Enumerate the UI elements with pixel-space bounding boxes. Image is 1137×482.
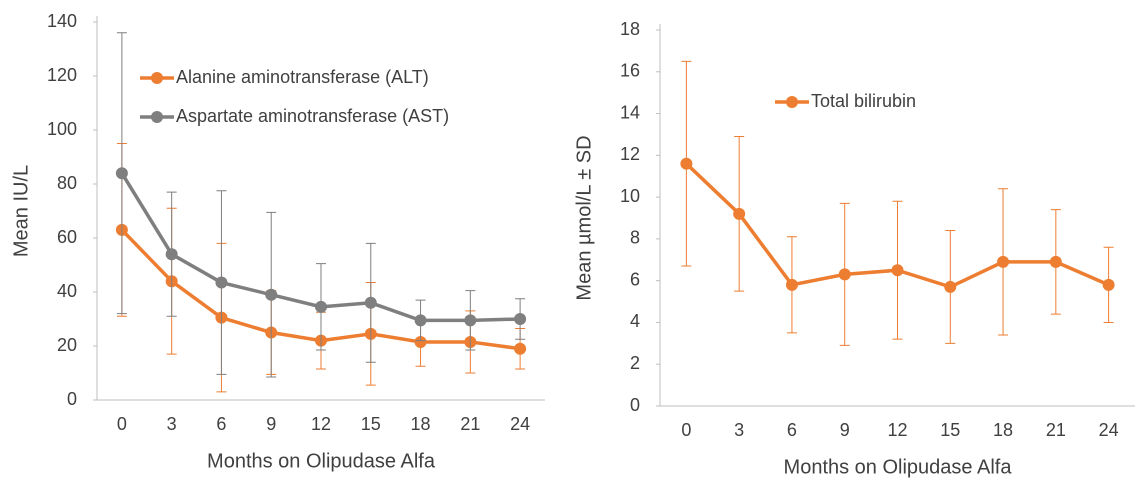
x-tick-label: 3	[167, 414, 177, 434]
y-tick-label: 10	[620, 186, 640, 206]
marker	[1049, 255, 1062, 268]
x-tick-label: 15	[940, 420, 960, 440]
y-tick-label: 120	[47, 65, 77, 85]
y-tick-label: 12	[620, 144, 640, 164]
x-tick-label: 0	[117, 414, 127, 434]
legend-marker	[151, 72, 163, 84]
y-tick-label: 18	[620, 19, 640, 39]
x-axis-title: Months on Olipudase Alfa	[207, 450, 436, 472]
x-tick-label: 12	[887, 420, 907, 440]
marker	[215, 276, 228, 289]
x-tick-label: 18	[993, 420, 1013, 440]
marker	[414, 314, 427, 327]
y-tick-label: 60	[57, 227, 77, 247]
x-tick-label: 12	[311, 414, 331, 434]
x-tick-label: 9	[266, 414, 276, 434]
y-tick-label: 40	[57, 281, 77, 301]
y-tick-label: 4	[630, 311, 640, 331]
marker	[514, 342, 527, 355]
x-tick-label: 15	[361, 414, 381, 434]
legend-label: Aspartate aminotransferase (AST)	[176, 106, 449, 126]
marker	[115, 167, 128, 180]
y-tick-label: 16	[620, 61, 640, 81]
marker	[165, 248, 178, 261]
x-axis-title: Months on Olipudase Alfa	[784, 456, 1013, 478]
marker	[1102, 278, 1115, 291]
y-axis-title: Mean IU/L	[10, 165, 32, 257]
x-tick-label: 21	[1046, 420, 1066, 440]
y-tick-label: 14	[620, 102, 640, 122]
y-tick-label: 6	[630, 269, 640, 289]
y-tick-label: 2	[630, 353, 640, 373]
marker	[838, 268, 851, 281]
y-tick-label: 0	[67, 389, 77, 409]
y-tick-label: 20	[57, 335, 77, 355]
marker	[997, 255, 1010, 268]
x-tick-label: 6	[216, 414, 226, 434]
legend-marker	[786, 96, 798, 108]
x-tick-label: 21	[460, 414, 480, 434]
marker	[944, 280, 957, 293]
legend-label: Alanine aminotransferase (ALT)	[176, 67, 429, 87]
y-tick-label: 0	[630, 395, 640, 415]
y-tick-label: 80	[57, 173, 77, 193]
x-tick-label: 24	[510, 414, 530, 434]
marker	[265, 288, 278, 301]
y-tick-label: 100	[47, 119, 77, 139]
x-tick-label: 0	[681, 420, 691, 440]
marker	[364, 296, 377, 309]
marker	[464, 314, 477, 327]
y-tick-label: 140	[47, 11, 77, 31]
x-tick-label: 18	[411, 414, 431, 434]
y-axis-title: Mean µmol/L ± SD	[573, 135, 595, 300]
marker	[680, 157, 693, 170]
marker	[315, 300, 327, 313]
x-tick-label: 9	[840, 420, 850, 440]
marker	[414, 335, 427, 348]
x-tick-label: 24	[1099, 420, 1119, 440]
marker	[733, 207, 746, 220]
legend-label: Total bilirubin	[811, 91, 916, 111]
marker	[785, 278, 798, 291]
x-tick-label: 3	[734, 420, 744, 440]
legend-marker	[151, 111, 163, 123]
marker	[514, 313, 527, 325]
x-tick-label: 6	[787, 420, 797, 440]
marker	[891, 264, 904, 277]
y-tick-label: 8	[630, 228, 640, 248]
